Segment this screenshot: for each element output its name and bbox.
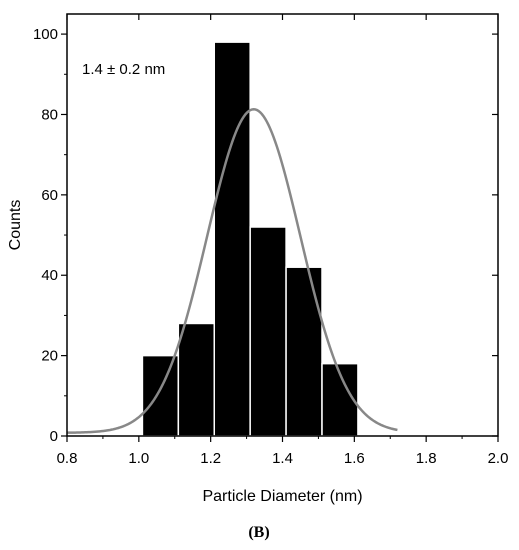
histogram-bar [213,41,251,437]
x-tick-label: 0.8 [57,450,78,467]
histogram-bar [177,322,216,437]
histogram-bar [249,226,287,437]
y-tick-label: 20 [41,348,58,365]
x-tick-label: 1.2 [200,450,221,467]
mean-size-annotation: 1.4 ± 0.2 nm [82,61,165,78]
x-tick-label: 1.0 [128,450,149,467]
histogram-bars [141,41,359,437]
x-tick-label: 1.8 [416,450,437,467]
y-tick-label: 80 [41,106,58,123]
histogram-bar [285,266,323,437]
gaussian-fit-curve [66,107,398,434]
x-tick-label: 2.0 [488,450,509,467]
x-axis-ticks: 0.8 1.0 1.2 1.4 1.6 1.8 2.0 [57,14,509,467]
y-tick-label: 60 [41,187,58,204]
y-axis-title: Counts [7,200,24,251]
histogram-bar [141,354,180,437]
panel-label: (B) [248,524,269,541]
x-tick-label: 1.4 [272,450,293,467]
x-axis-title: Particle Diameter (nm) [202,488,362,505]
y-tick-label: 40 [41,267,58,284]
x-tick-label: 1.6 [344,450,365,467]
y-axis-ticks: 0 20 40 60 80 100 [33,26,498,445]
y-tick-label: 0 [50,428,58,445]
y-tick-label: 100 [33,26,58,43]
